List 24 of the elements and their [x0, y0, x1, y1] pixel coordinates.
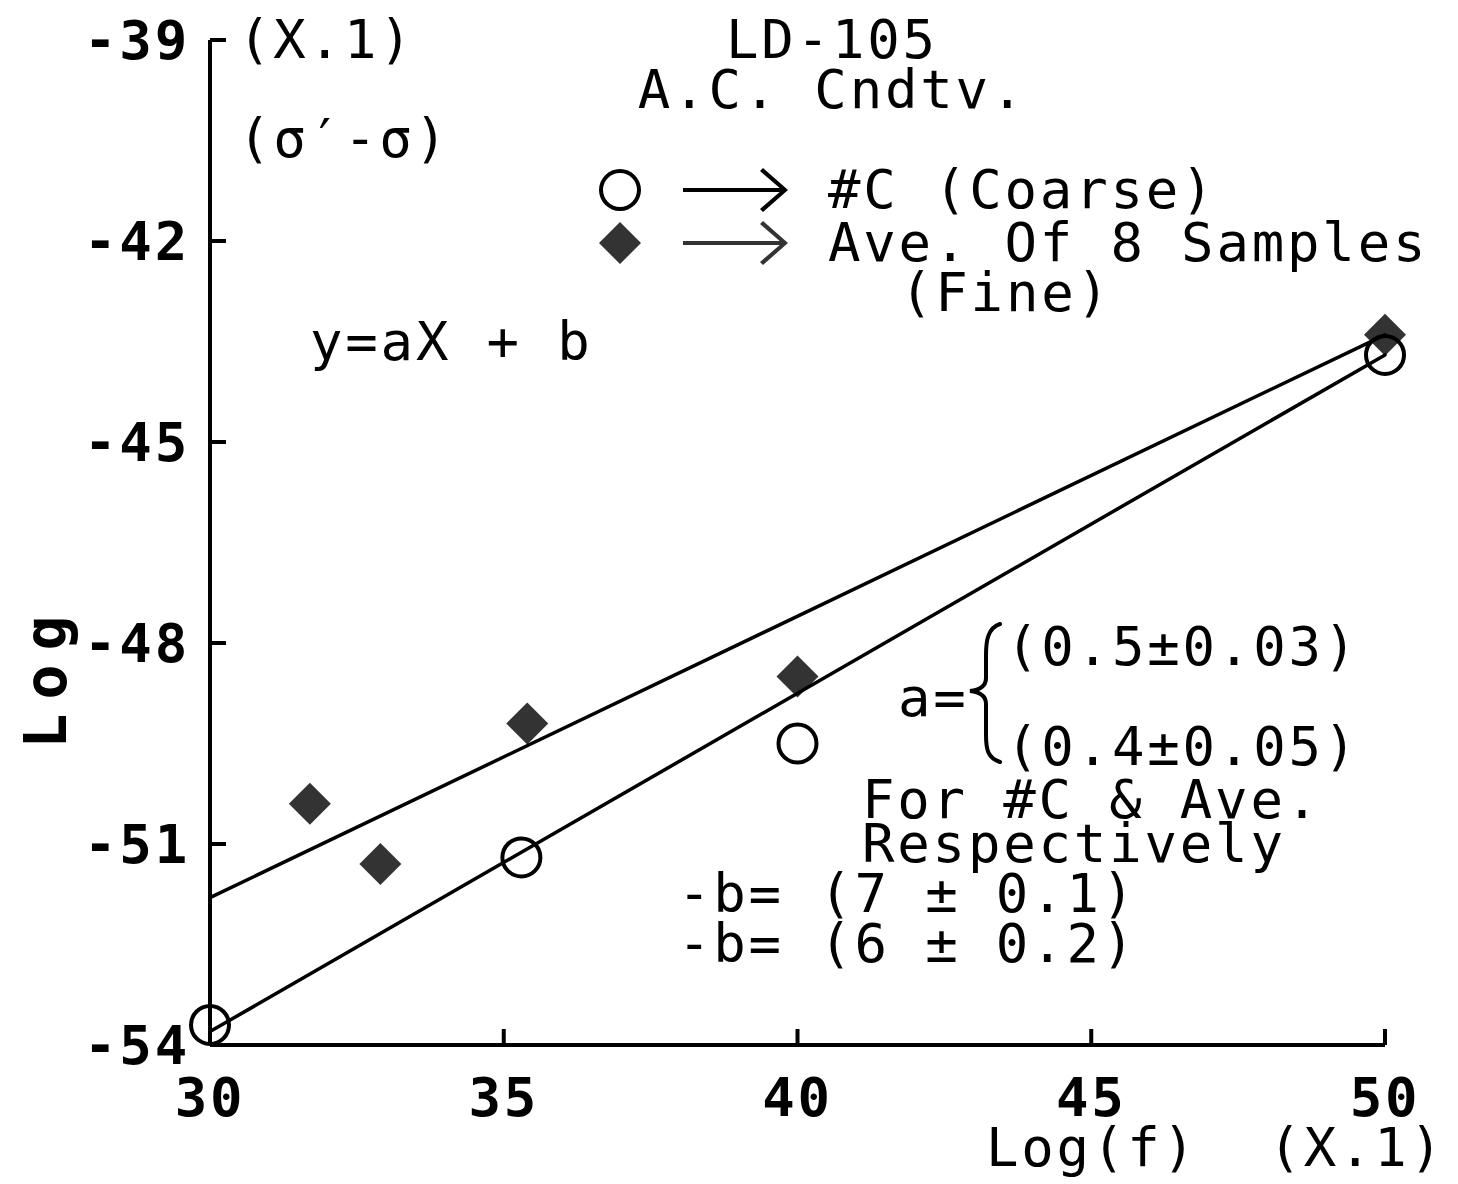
annotation: (0.4±0.05) — [1006, 715, 1360, 778]
annotation: (X.1) — [238, 8, 415, 71]
legend-label: #C (Coarse) — [828, 158, 1217, 221]
annotation: (σ′-σ) — [238, 107, 450, 170]
annotation: (0.5±0.03) — [1006, 615, 1360, 678]
x-tick-label: 40 — [762, 1066, 833, 1129]
point — [506, 702, 549, 745]
point — [1364, 333, 1406, 376]
point — [359, 843, 402, 886]
point — [776, 655, 819, 698]
point — [500, 836, 543, 879]
y-tick-label: -42 — [84, 210, 190, 273]
x-tick-label: 35 — [468, 1066, 540, 1129]
point — [288, 782, 331, 825]
y-tick-label: -39 — [84, 9, 190, 72]
y-tick-label: -45 — [84, 411, 190, 474]
annotation: a= — [898, 666, 969, 729]
point — [189, 1003, 231, 1046]
y-axis-title: Log — [12, 601, 80, 749]
y-tick-label: -48 — [84, 612, 190, 675]
point — [776, 722, 819, 765]
y-tick-label: -51 — [84, 813, 190, 876]
annotation: y=aX + b — [310, 310, 593, 373]
x-axis-title: Log(f) (X.1) — [985, 1116, 1445, 1179]
